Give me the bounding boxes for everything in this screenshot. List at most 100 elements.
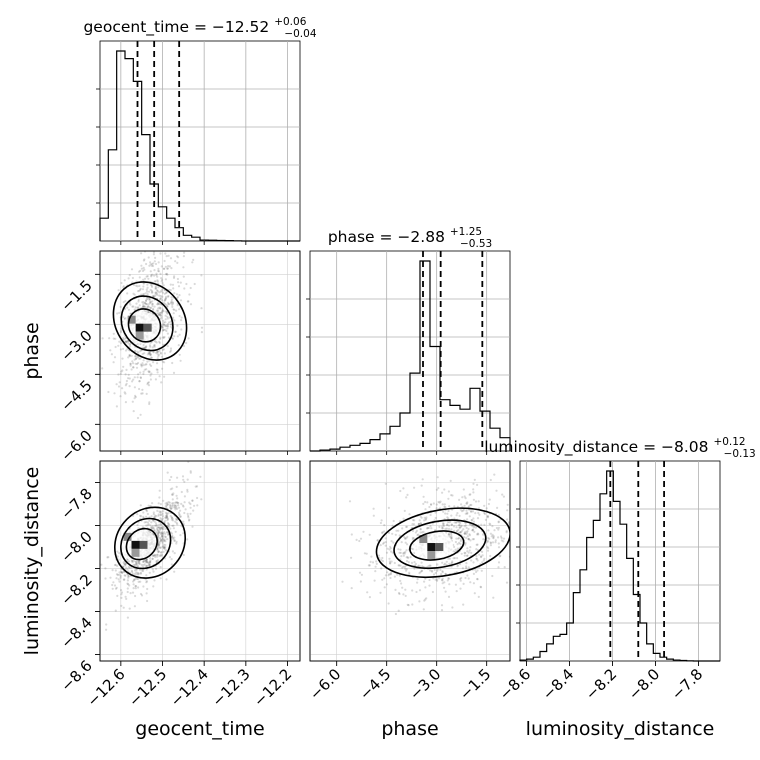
sample-point	[456, 543, 459, 546]
sample-point	[120, 570, 123, 574]
sample-point	[438, 525, 441, 529]
sample-point	[146, 297, 149, 300]
sample-point	[120, 370, 123, 373]
sample-point	[445, 560, 448, 563]
sample-point	[472, 482, 475, 485]
sample-point	[497, 526, 500, 529]
sample-point	[446, 521, 450, 524]
sample-point	[411, 603, 414, 606]
sample-point	[104, 577, 107, 580]
sample-point	[494, 541, 497, 544]
sample-point	[164, 502, 167, 505]
sample-point	[161, 536, 164, 539]
sample-point	[464, 522, 467, 525]
sample-point	[146, 512, 149, 516]
sample-point	[127, 576, 130, 579]
sample-point	[150, 356, 153, 359]
sample-point	[163, 531, 166, 534]
sample-point	[477, 511, 480, 515]
sample-point	[362, 530, 365, 533]
sample-point	[145, 368, 148, 371]
sample-point	[156, 559, 159, 562]
sample-point	[176, 507, 179, 510]
sample-point	[437, 487, 440, 490]
sample-point	[152, 527, 155, 530]
sample-point	[413, 486, 416, 489]
sample-point	[155, 515, 158, 518]
sample-point	[175, 542, 178, 545]
sample-point	[138, 380, 141, 383]
sample-point	[442, 522, 445, 525]
sample-point	[157, 313, 160, 316]
sample-point	[126, 587, 129, 590]
sample-point	[139, 572, 142, 575]
sample-point	[172, 308, 175, 311]
sample-point	[455, 520, 458, 523]
sample-point	[397, 529, 400, 532]
sample-point	[115, 405, 118, 408]
sample-point	[491, 525, 494, 528]
sample-point	[434, 578, 437, 581]
sample-point	[133, 605, 136, 608]
sample-point	[171, 301, 174, 304]
sample-point	[149, 263, 152, 266]
sample-point	[162, 546, 165, 550]
sample-point	[476, 569, 479, 572]
sample-point	[107, 390, 110, 394]
sample-point	[116, 555, 119, 558]
sample-point	[160, 289, 163, 292]
sample-point	[429, 525, 432, 528]
sample-point	[149, 353, 152, 356]
sample-point	[174, 520, 177, 523]
sample-point	[171, 498, 174, 501]
sample-point	[119, 331, 123, 334]
sample-point	[153, 529, 156, 532]
sample-point	[135, 357, 138, 360]
sample-point	[148, 571, 151, 574]
sample-point	[188, 293, 191, 296]
sample-point	[170, 516, 173, 519]
sample-point	[124, 595, 127, 598]
sample-point	[472, 491, 475, 494]
sample-point	[115, 577, 118, 580]
sample-point	[109, 349, 112, 352]
sample-point	[455, 590, 458, 593]
sample-point	[143, 346, 146, 349]
sample-point	[149, 283, 153, 286]
sample-point	[184, 243, 186, 245]
sample-point	[445, 527, 448, 530]
sample-point	[142, 282, 145, 285]
sample-point	[175, 518, 178, 522]
sample-point	[143, 258, 146, 261]
sample-point	[168, 525, 171, 528]
sample-point	[157, 523, 160, 526]
sample-point	[166, 273, 169, 276]
sample-point	[388, 573, 391, 576]
sample-point	[159, 528, 162, 531]
sample-point	[467, 566, 470, 569]
sample-point	[169, 527, 172, 530]
sample-point	[418, 589, 422, 592]
sample-point	[176, 501, 179, 504]
sample-point	[177, 511, 180, 514]
sample-point	[136, 306, 139, 309]
sample-point	[169, 504, 172, 508]
sample-point	[476, 532, 479, 535]
sample-point	[150, 285, 154, 288]
sample-point	[137, 298, 140, 302]
sample-point	[467, 577, 470, 580]
sample-point	[148, 352, 151, 355]
sample-point	[383, 524, 386, 527]
sample-point	[133, 283, 136, 287]
sample-point	[129, 362, 132, 365]
sample-point	[134, 587, 137, 590]
sample-point	[122, 286, 125, 289]
sample-point	[466, 535, 469, 538]
contour-2	[113, 506, 187, 579]
sample-point	[122, 578, 125, 581]
sample-point	[379, 591, 382, 594]
sample-point	[170, 532, 174, 535]
sample-point	[183, 287, 186, 290]
sample-point	[441, 503, 444, 506]
sample-point	[450, 523, 453, 526]
